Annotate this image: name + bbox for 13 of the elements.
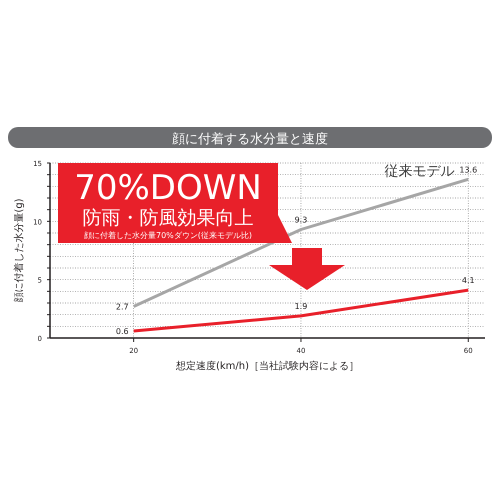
data-label: 9.3 <box>294 216 308 224</box>
data-label: 1.9 <box>294 302 308 311</box>
y-axis-title: 顔に付着した水分量(g) <box>13 198 25 303</box>
data-label: 2.7 <box>116 302 129 312</box>
x-axis-title: 想定速度(km/h)［当社試験内容による］ <box>174 360 360 372</box>
chart-title: 顔に付着する水分量と速度 <box>172 131 328 147</box>
data-label: 13.6 <box>459 165 478 174</box>
annotation: 防雨・防風効果向上 <box>82 207 254 229</box>
data-label: 0.6 <box>116 327 129 336</box>
series-label: 従来モデル <box>384 163 454 180</box>
annotation: 70%DOWN <box>74 168 262 208</box>
data-label: 4.1 <box>462 276 475 286</box>
annotation: 顔に付着した水分量70%ダウン(従来モデル比) <box>84 231 252 240</box>
